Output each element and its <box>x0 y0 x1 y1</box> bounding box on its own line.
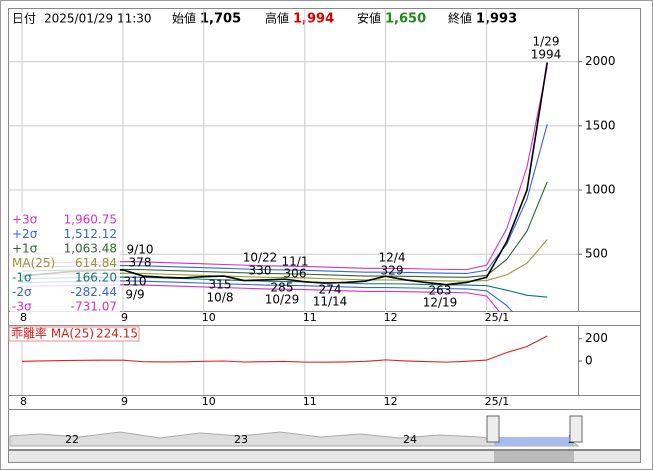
main-plot <box>9 9 578 312</box>
x-axis-strip <box>8 311 641 326</box>
annotation-price: 306 <box>284 267 307 281</box>
legend-value: -282.44 <box>71 285 117 299</box>
legend-name: -3σ <box>12 300 32 314</box>
annotation-date: 12/19 <box>423 296 458 310</box>
annotation-price: 330 <box>249 264 272 278</box>
annotation-date: 10/8 <box>207 291 234 305</box>
legend-value: 1,063.48 <box>64 242 117 256</box>
header-low: 1,650 <box>385 12 426 27</box>
deviation-title-text: 乖離率 MA(25) <box>11 326 94 341</box>
series-line <box>21 335 548 363</box>
y-tick-label: 1000 <box>585 183 616 197</box>
deviation-title-value: 224.15 <box>96 327 138 341</box>
annotation-price: 263 <box>429 284 452 298</box>
header-open: 1,705 <box>200 12 241 27</box>
deviation-title: 乖離率 MA(25) 224.15 <box>8 326 140 342</box>
annotation-date: 9/10 <box>127 243 154 257</box>
annotation-price: 378 <box>129 256 152 270</box>
title-box <box>8 326 140 342</box>
header-label: 安値 <box>357 11 381 26</box>
annotation-date: 11/1 <box>282 255 309 269</box>
y-tick-label: 1500 <box>585 118 616 132</box>
x-tick-label: 12 <box>384 311 398 324</box>
header-label: 終値 <box>448 11 472 26</box>
nav-label: 23 <box>234 433 248 446</box>
x-tick-label: 10 <box>202 311 216 324</box>
y-tick-label: 500 <box>585 247 608 261</box>
nav-handle-left[interactable] <box>486 415 500 443</box>
legend-name: -1σ <box>12 271 32 285</box>
x-tick-label: 8 <box>20 395 27 408</box>
y-tick-label: 0 <box>585 354 593 368</box>
scrollbar[interactable] <box>8 450 641 463</box>
header-label: 始値 <box>172 11 196 26</box>
annotation-price: 329 <box>381 264 404 278</box>
nav-label: 22 <box>65 433 79 446</box>
y-tick-label: 2000 <box>585 54 616 68</box>
legend-box <box>10 212 120 312</box>
annotation-date: 10/29 <box>265 293 300 307</box>
y-tick-label: 200 <box>585 331 608 345</box>
legend-name: -2σ <box>12 285 32 299</box>
legend-value: 1,960.75 <box>64 213 117 227</box>
legend: +3σ 1,960.75 +2σ 1,512.12 +1σ 1,063.48 MA(25) 6… <box>10 212 120 314</box>
annotation-date: 12/4 <box>379 251 406 265</box>
annotation-date: 1/29 <box>533 35 560 49</box>
legend-value: 1,512.12 <box>64 227 117 241</box>
annotation-price: 1994 <box>531 48 562 62</box>
x-tick-label: 11 <box>303 395 317 408</box>
legend-value: 166.20 <box>75 271 117 285</box>
legend-name: +1σ <box>12 242 38 256</box>
annotation-date: 9/9 <box>125 288 144 302</box>
legend-name: +2σ <box>12 227 38 241</box>
annotation-price: 285 <box>271 281 294 295</box>
header-close: 1,993 <box>476 12 517 27</box>
header-date: 2025/01/29 11:30 <box>44 12 152 26</box>
header-label: 日付 <box>12 12 36 26</box>
scroll-thumb[interactable] <box>494 451 574 462</box>
x-tick-label: 9 <box>121 395 128 408</box>
nav-handle-right[interactable] <box>569 415 583 443</box>
navigator: 22 23 24 2 <box>8 409 641 463</box>
x-tick-label: 11 <box>303 311 317 324</box>
nav-label: 24 <box>403 433 417 446</box>
header-high: 1,994 <box>293 12 334 27</box>
x-axis-strip <box>8 395 641 410</box>
header-label: 高値 <box>265 11 289 26</box>
x-tick-label: 12 <box>384 395 398 408</box>
legend-name: MA(25) <box>12 256 55 270</box>
x-tick-label: 8 <box>20 311 27 324</box>
annotation-price: 315 <box>209 278 232 292</box>
annotation-date: 10/22 <box>243 251 278 265</box>
x-tick-label: 10 <box>202 395 216 408</box>
annotation-price: 274 <box>319 283 342 297</box>
x-tick-label: 25/1 <box>485 395 510 408</box>
x-tick-label: 9 <box>121 311 128 324</box>
legend-value: -731.07 <box>71 300 117 314</box>
legend-name: +3σ <box>12 213 38 227</box>
x-tick-label: 25/1 <box>485 311 510 324</box>
annotation-price: 310 <box>124 275 147 289</box>
annotation-date: 11/14 <box>313 295 348 309</box>
legend-value: 614.84 <box>75 256 117 270</box>
